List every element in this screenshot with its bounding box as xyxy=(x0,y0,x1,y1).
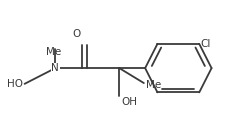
Text: N: N xyxy=(51,63,59,73)
Text: Cl: Cl xyxy=(200,39,211,49)
Text: Me: Me xyxy=(146,80,162,90)
Text: OH: OH xyxy=(122,97,138,107)
Text: Me: Me xyxy=(46,47,62,56)
Text: HO: HO xyxy=(7,79,23,89)
Text: O: O xyxy=(72,29,80,39)
